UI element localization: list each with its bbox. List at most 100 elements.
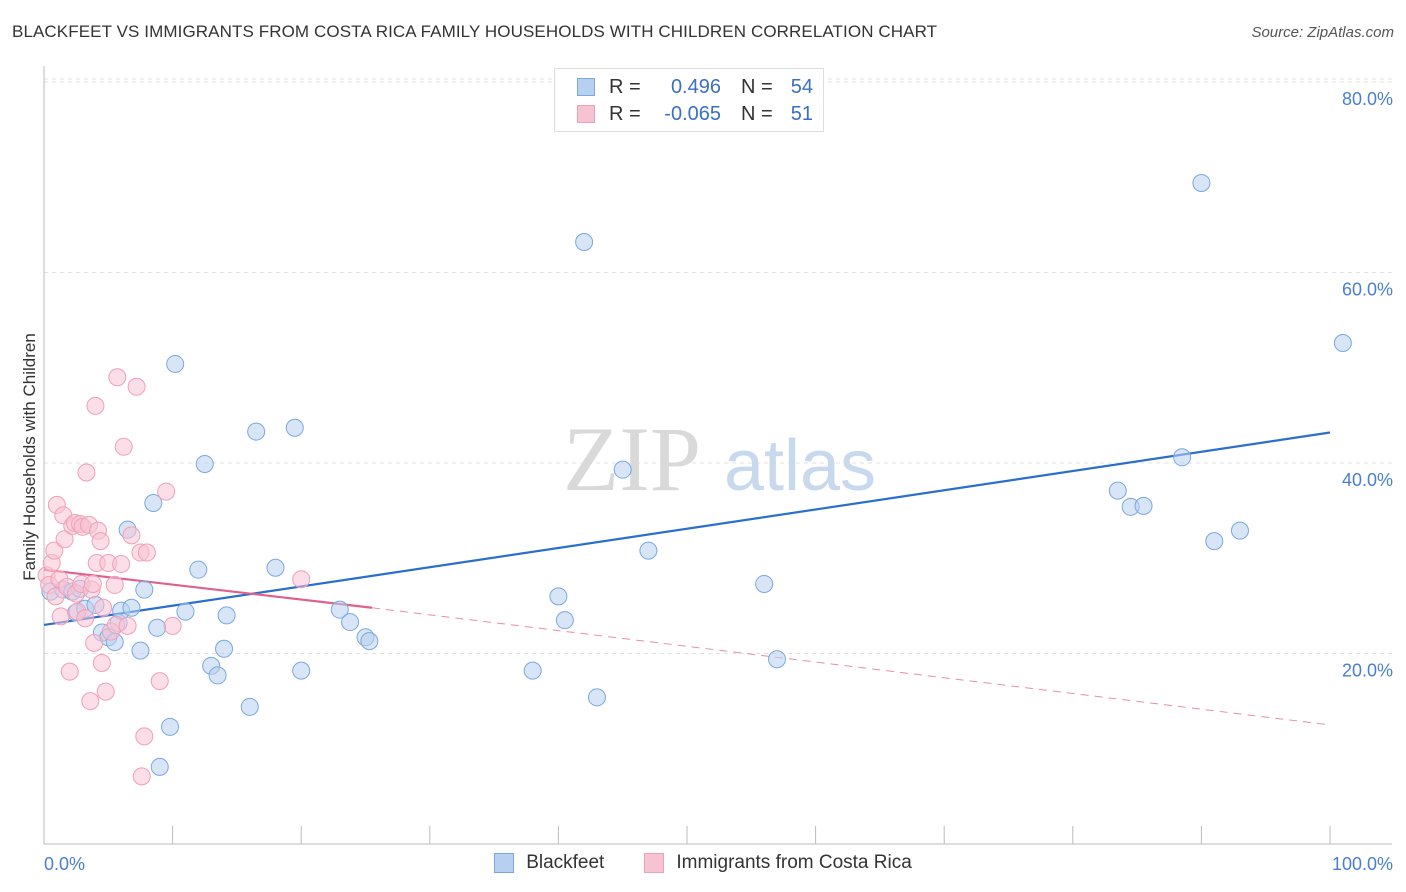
- point-costa-rica: [122, 526, 141, 545]
- point-costa-rica: [55, 530, 74, 549]
- legend-row-blackfeet: R = 0.496 N = 54: [577, 75, 813, 99]
- legend-n-value: 51: [790, 102, 813, 125]
- legend-swatch-blackfeet: [577, 78, 595, 96]
- series-swatch-blackfeet: [494, 853, 515, 873]
- point-blackfeet: [285, 418, 304, 437]
- point-blackfeet: [266, 558, 285, 577]
- point-blackfeet: [215, 639, 234, 658]
- watermark-zip: ZIP: [563, 408, 701, 510]
- legend-n-value: 54: [790, 75, 813, 98]
- legend-r-value: -0.065: [664, 102, 721, 125]
- y-tick-label: 20.0%: [1342, 661, 1393, 681]
- series-label-costa-rica: Immigrants from Costa Rica: [676, 852, 912, 873]
- point-blackfeet: [144, 494, 163, 513]
- point-costa-rica: [137, 543, 156, 562]
- data-points: [37, 173, 1352, 786]
- point-costa-rica: [292, 570, 311, 589]
- point-blackfeet: [166, 354, 185, 373]
- point-costa-rica: [46, 587, 65, 606]
- legend-row-costa-rica: R = -0.065 N = 51: [577, 102, 813, 126]
- point-blackfeet: [549, 587, 568, 606]
- point-costa-rica: [127, 377, 146, 396]
- point-blackfeet: [189, 560, 208, 579]
- point-costa-rica: [81, 692, 100, 711]
- point-costa-rica: [105, 575, 124, 594]
- point-blackfeet: [176, 602, 195, 621]
- y-tick-label: 40.0%: [1342, 470, 1393, 490]
- point-costa-rica: [118, 616, 137, 635]
- point-costa-rica: [60, 662, 79, 681]
- legend-n-label: N =: [741, 75, 773, 98]
- point-blackfeet: [555, 611, 574, 630]
- point-blackfeet: [1205, 532, 1224, 551]
- chart-source: Source: ZipAtlas.com: [1251, 24, 1394, 41]
- x-tick-label-left: 0.0%: [44, 854, 85, 874]
- point-costa-rica: [108, 368, 127, 387]
- point-costa-rica: [112, 554, 131, 573]
- legend-swatch-costa-rica: [577, 105, 595, 123]
- point-costa-rica: [85, 634, 104, 653]
- point-blackfeet: [148, 618, 167, 637]
- gridlines: [44, 78, 1392, 654]
- point-blackfeet: [1333, 333, 1352, 352]
- x-tick-label-right: 100.0%: [1332, 854, 1393, 874]
- series-legend: Blackfeet Immigrants from Costa Rica: [0, 852, 1406, 874]
- point-blackfeet: [292, 661, 311, 680]
- point-costa-rica: [163, 616, 182, 635]
- point-blackfeet: [195, 454, 214, 473]
- point-blackfeet: [161, 717, 180, 736]
- series-swatch-costa-rica: [644, 853, 665, 873]
- point-blackfeet: [135, 580, 154, 599]
- point-blackfeet: [639, 541, 658, 560]
- point-blackfeet: [587, 688, 606, 707]
- point-costa-rica: [45, 541, 64, 560]
- point-blackfeet: [613, 460, 632, 479]
- point-blackfeet: [122, 598, 141, 617]
- point-blackfeet: [330, 600, 349, 619]
- watermark-atlas: atlas: [724, 426, 876, 506]
- point-costa-rica: [92, 654, 111, 673]
- chart-title: BLACKFEET VS IMMIGRANTS FROM COSTA RICA …: [12, 22, 938, 41]
- point-blackfeet: [240, 697, 259, 716]
- trend-line-costa-rica-extrapolated: [371, 607, 1331, 726]
- legend-r-label: R =: [609, 75, 641, 98]
- point-costa-rica: [96, 682, 115, 701]
- point-blackfeet: [1230, 521, 1249, 540]
- point-blackfeet: [247, 422, 266, 441]
- point-blackfeet: [208, 666, 227, 685]
- point-blackfeet: [131, 641, 150, 660]
- point-costa-rica: [83, 574, 102, 593]
- axes: [43, 66, 1392, 845]
- point-costa-rica: [51, 607, 70, 626]
- point-costa-rica: [76, 609, 95, 628]
- point-blackfeet: [1108, 481, 1127, 500]
- point-costa-rica: [150, 672, 169, 691]
- y-tick-label: 80.0%: [1342, 89, 1393, 109]
- point-blackfeet: [1134, 496, 1153, 515]
- trend-line-blackfeet: [43, 431, 1331, 627]
- watermark: ZIP atlas: [563, 408, 876, 510]
- point-costa-rica: [77, 463, 96, 482]
- point-blackfeet: [360, 632, 379, 651]
- point-blackfeet: [768, 650, 787, 669]
- tick-labels: 20.0% 40.0% 60.0% 80.0% 0.0% 100.0%: [44, 89, 1393, 874]
- trend-line-costa-rica: [43, 568, 373, 609]
- point-blackfeet: [575, 233, 594, 252]
- point-blackfeet: [523, 661, 542, 680]
- point-costa-rica: [132, 767, 151, 786]
- series-legend-blackfeet[interactable]: Blackfeet: [494, 852, 604, 874]
- series-label-blackfeet: Blackfeet: [526, 852, 605, 873]
- series-legend-costa-rica[interactable]: Immigrants from Costa Rica: [644, 852, 912, 874]
- legend-r-label: R =: [609, 102, 641, 125]
- correlation-legend: R = 0.496 N = 54 R = -0.065 N = 51: [554, 68, 824, 132]
- point-blackfeet: [1173, 448, 1192, 467]
- point-costa-rica: [91, 532, 110, 551]
- point-costa-rica: [114, 437, 133, 456]
- point-blackfeet: [217, 606, 236, 625]
- point-blackfeet: [150, 757, 169, 776]
- point-costa-rica: [94, 598, 113, 617]
- trend-lines: [43, 431, 1331, 726]
- legend-r-value: 0.496: [670, 75, 721, 98]
- point-costa-rica: [157, 482, 176, 501]
